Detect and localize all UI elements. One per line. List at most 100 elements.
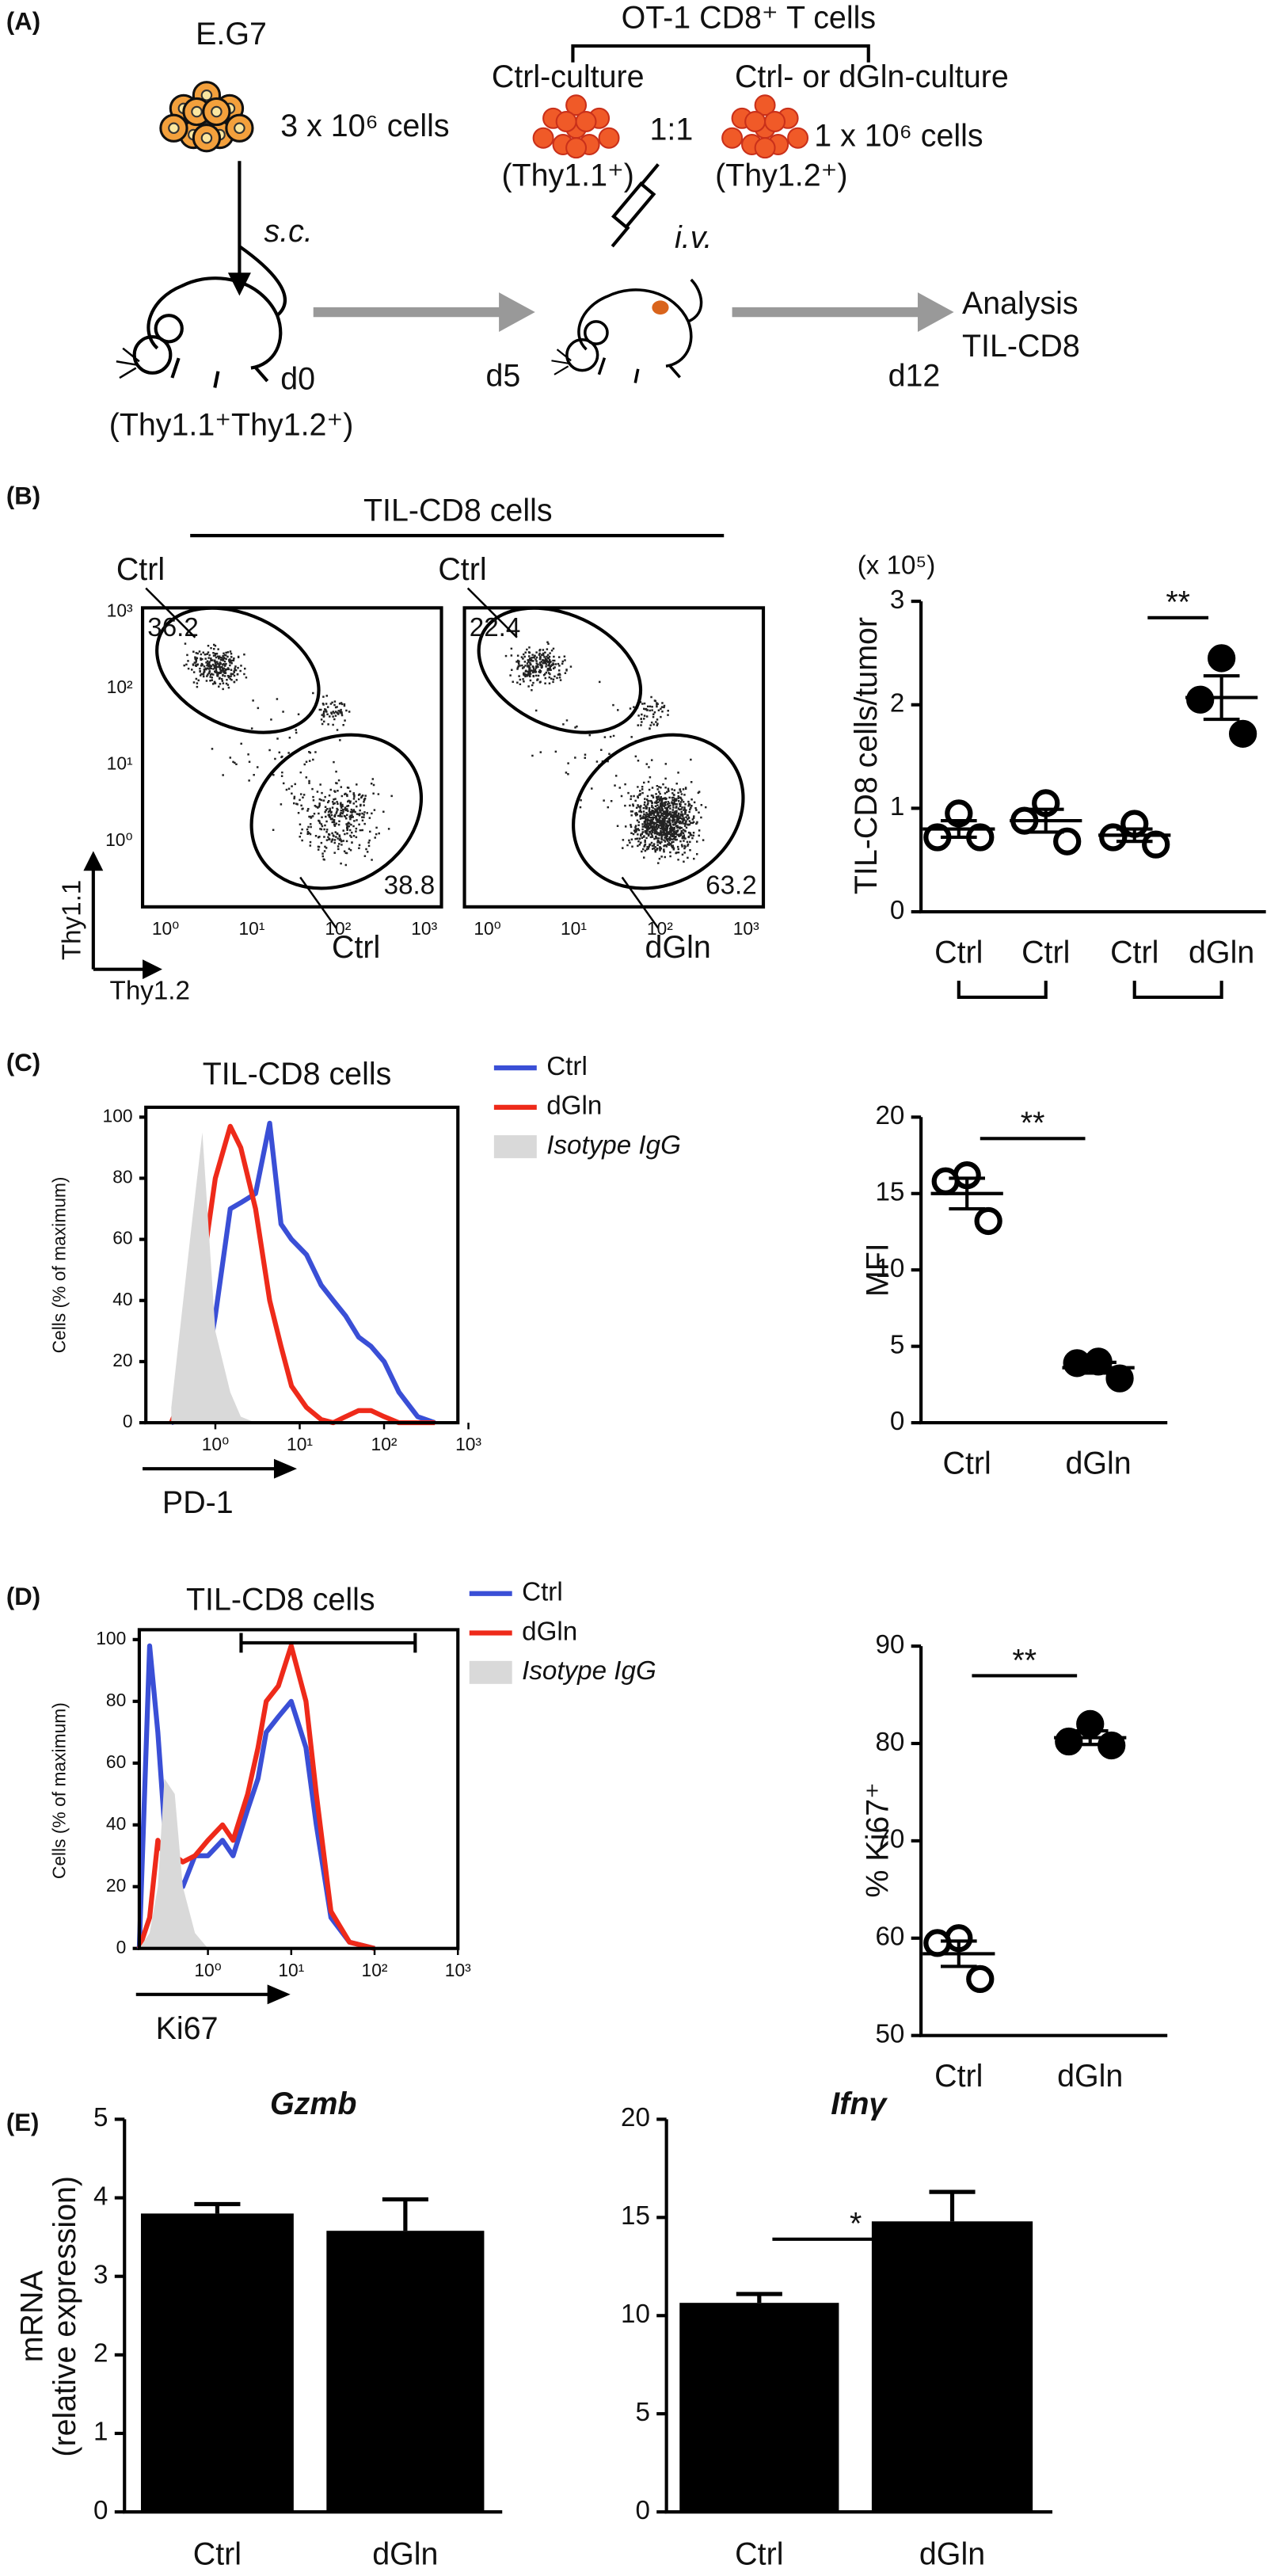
point [931, 1167, 960, 1195]
y-tick-label: 0 [890, 896, 904, 925]
point [1228, 719, 1257, 748]
gate-label: Ctrl [332, 930, 380, 965]
x-tick-label: 10⁰ [194, 1960, 221, 1980]
point [1208, 644, 1236, 673]
arrow-head [267, 1984, 291, 2005]
y-tick-label: 20 [106, 1875, 126, 1896]
bar [679, 2303, 839, 2513]
cell-core [211, 105, 223, 118]
histogram-area [171, 1132, 436, 1423]
flow-x-tick: 10² [325, 918, 351, 939]
cell-core [200, 131, 213, 144]
y-axis-label: MFI [861, 1243, 896, 1297]
chart-title: TIL-CD8 cells [186, 1583, 375, 1618]
cell [744, 110, 767, 132]
point [1186, 685, 1215, 714]
y-tick-label: 20 [621, 2103, 650, 2132]
gate-value: 63.2 [706, 871, 757, 901]
flow-x-tick: 10¹ [238, 918, 264, 939]
significance: ** [1166, 585, 1190, 620]
y-tick-label: 0 [890, 1407, 904, 1436]
chart-title: TIL-CD8 cells [203, 1057, 392, 1092]
scale-label: (x 10⁵) [858, 551, 936, 580]
y-axis-label: mRNA [15, 2270, 50, 2363]
y-tick-label: 5 [890, 1330, 904, 1359]
y-tick-label: 80 [106, 1690, 126, 1710]
x-tick-label: dGln [1065, 1446, 1131, 1480]
x-tick-label: 10² [362, 1960, 388, 1980]
legend-label: Isotype IgG [522, 1656, 656, 1686]
x-tick-label: 10³ [455, 1434, 481, 1454]
y-tick-label: 20 [112, 1350, 132, 1370]
x-tick-label: dGln [1057, 2059, 1123, 2094]
gate [477, 606, 643, 734]
flow-y-tick: 10³ [107, 600, 133, 621]
y-tick-label: 60 [112, 1228, 132, 1248]
label: (Thy1.1⁺Thy1.2⁺) [109, 408, 354, 443]
flow-y-tick: 10⁰ [105, 829, 133, 850]
arrow-head [273, 1458, 298, 1479]
cell [598, 127, 620, 149]
legend-swatch [469, 1660, 512, 1684]
group-bracket [957, 981, 1048, 999]
label: 1 x 10⁶ cells [814, 119, 983, 154]
label: d12 [888, 358, 941, 393]
y-axis-label: TIL-CD8 cells/tumor [849, 617, 884, 894]
arrow-head [227, 272, 251, 296]
legend-label: Ctrl [546, 1052, 588, 1081]
y-axis-label: Cells (% of maximum) [48, 1702, 69, 1879]
bracket [571, 44, 870, 63]
mouse [116, 245, 287, 388]
arrow-head [83, 851, 104, 871]
cell [754, 94, 776, 116]
cell [754, 137, 776, 159]
y-tick-label: 100 [103, 1105, 133, 1126]
x-tick-label: 10¹ [287, 1434, 313, 1454]
cell-core [191, 105, 203, 118]
x-tick-label: dGln [919, 2537, 985, 2572]
y-tick-label: 40 [106, 1813, 126, 1834]
x-tick-label: Ctrl [934, 935, 983, 970]
flow-x-label: Thy1.2 [110, 976, 190, 1005]
y-tick-label: 60 [875, 1922, 904, 1952]
y-tick-label: 15 [621, 2201, 650, 2231]
histogram-line [170, 1120, 436, 1426]
panel-label: (D) [6, 1583, 40, 1610]
gate [249, 733, 424, 890]
y-tick-label: 20 [875, 1101, 904, 1130]
x-tick-label: Ctrl [193, 2537, 242, 2572]
x-tick-label: dGln [1189, 935, 1254, 970]
y-axis-label: Cells (% of maximum) [48, 1176, 69, 1353]
legend-swatch [493, 1135, 537, 1159]
flow-frame [140, 606, 443, 909]
label: (Thy1.1⁺) [501, 158, 633, 192]
panel-label: (B) [6, 482, 40, 510]
gate-label: Ctrl [438, 552, 486, 587]
legend-label: Isotype IgG [546, 1130, 681, 1160]
schematic: E.G7 3 x 10⁶ cells s.c. d0 (Thy1.1⁺Thy1.… [109, 0, 1080, 442]
x-tick-label: Ctrl [943, 1446, 991, 1480]
y-tick-label: 15 [875, 1178, 904, 1207]
axes [664, 2119, 1053, 2514]
legend-label: dGln [546, 1092, 602, 1121]
y-tick-label: 1 [890, 792, 904, 821]
x-tick-label: 10¹ [278, 1960, 304, 1980]
label: s.c. [264, 214, 313, 249]
point [974, 1206, 1002, 1236]
cell-core [168, 122, 180, 135]
point [1055, 1727, 1083, 1756]
gate [572, 733, 745, 890]
y-tick-label: 40 [112, 1289, 132, 1309]
label: d5 [486, 358, 521, 393]
group-bracket [1132, 981, 1223, 999]
label: Analysis [962, 286, 1078, 321]
x-tick-label: Ctrl [1110, 935, 1158, 970]
gate-marker [239, 1633, 417, 1653]
y-tick-label: 80 [112, 1166, 132, 1187]
label: TIL-CD8 [962, 329, 1080, 364]
bar [871, 2221, 1033, 2513]
x-axis-label: Ki67 [156, 2011, 219, 2046]
y-tick-label: 0 [116, 1937, 127, 1957]
cell-core [200, 90, 213, 101]
